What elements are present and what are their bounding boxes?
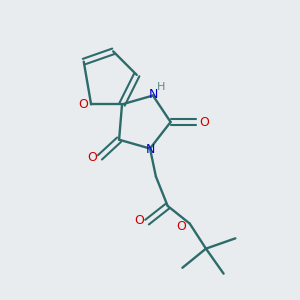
Text: N: N [146,142,155,156]
Text: O: O [177,220,186,233]
Text: O: O [87,151,97,164]
Text: H: H [157,82,165,92]
Text: O: O [78,98,88,111]
Text: N: N [149,88,158,101]
Text: O: O [199,116,209,128]
Text: O: O [134,214,144,227]
